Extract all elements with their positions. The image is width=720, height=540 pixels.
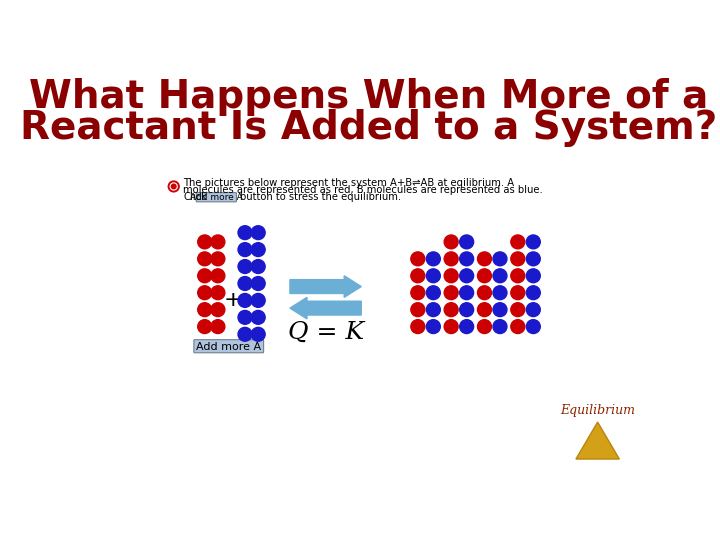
Circle shape (211, 269, 225, 283)
Circle shape (198, 303, 212, 316)
Circle shape (477, 320, 492, 334)
Circle shape (493, 269, 507, 283)
Circle shape (251, 226, 265, 240)
Circle shape (510, 286, 525, 300)
Circle shape (444, 286, 458, 300)
Circle shape (171, 184, 176, 189)
FancyBboxPatch shape (196, 193, 236, 202)
Text: Equilibrium: Equilibrium (560, 404, 635, 417)
Circle shape (426, 320, 441, 334)
Circle shape (459, 235, 474, 249)
Circle shape (510, 235, 525, 249)
Circle shape (493, 286, 507, 300)
Circle shape (444, 252, 458, 266)
Text: Add more A: Add more A (196, 342, 261, 352)
Circle shape (238, 294, 252, 307)
Circle shape (211, 252, 225, 266)
Circle shape (526, 320, 540, 334)
Circle shape (510, 320, 525, 334)
FancyArrow shape (290, 298, 361, 319)
Circle shape (459, 320, 474, 334)
Circle shape (526, 303, 540, 316)
Circle shape (526, 252, 540, 266)
FancyBboxPatch shape (194, 340, 264, 353)
Circle shape (238, 242, 252, 256)
Circle shape (510, 303, 525, 316)
Circle shape (238, 260, 252, 273)
Text: Reactant Is Added to a System?: Reactant Is Added to a System? (20, 109, 718, 147)
Text: The pictures below represent the system A+B⇌AB at eqilibrium. A: The pictures below represent the system … (183, 178, 514, 188)
Circle shape (211, 320, 225, 334)
Circle shape (411, 303, 425, 316)
Circle shape (238, 226, 252, 240)
Circle shape (198, 235, 212, 249)
Circle shape (444, 320, 458, 334)
Text: button to stress the equilibrium.: button to stress the equilibrium. (240, 192, 401, 202)
Circle shape (198, 252, 212, 266)
Circle shape (198, 269, 212, 283)
Circle shape (170, 183, 177, 190)
Circle shape (444, 303, 458, 316)
Circle shape (411, 320, 425, 334)
Circle shape (493, 303, 507, 316)
Text: Click: Click (183, 192, 207, 202)
Circle shape (168, 181, 179, 192)
Circle shape (251, 310, 265, 325)
Circle shape (459, 269, 474, 283)
Circle shape (510, 252, 525, 266)
Circle shape (526, 235, 540, 249)
Circle shape (510, 269, 525, 283)
Circle shape (459, 303, 474, 316)
Circle shape (493, 252, 507, 266)
Circle shape (459, 286, 474, 300)
Circle shape (426, 252, 441, 266)
Text: +: + (223, 289, 242, 309)
Circle shape (211, 303, 225, 316)
Circle shape (251, 242, 265, 256)
Circle shape (526, 286, 540, 300)
Circle shape (426, 286, 441, 300)
Circle shape (238, 276, 252, 291)
Text: molecules are represented as red, B molecules are represented as blue.: molecules are represented as red, B mole… (183, 185, 543, 195)
Circle shape (211, 235, 225, 249)
Circle shape (251, 294, 265, 307)
Circle shape (477, 252, 492, 266)
Circle shape (493, 320, 507, 334)
Circle shape (444, 235, 458, 249)
Circle shape (198, 320, 212, 334)
Circle shape (477, 286, 492, 300)
Circle shape (251, 260, 265, 273)
Circle shape (251, 327, 265, 341)
Circle shape (238, 327, 252, 341)
Circle shape (211, 286, 225, 300)
Circle shape (411, 286, 425, 300)
Circle shape (411, 252, 425, 266)
Text: Q = K: Q = K (287, 321, 364, 345)
Text: Add more A: Add more A (190, 193, 243, 202)
Circle shape (477, 303, 492, 316)
Circle shape (251, 276, 265, 291)
Circle shape (426, 269, 441, 283)
Circle shape (459, 252, 474, 266)
Polygon shape (576, 422, 619, 459)
Circle shape (238, 310, 252, 325)
Circle shape (411, 269, 425, 283)
Circle shape (198, 286, 212, 300)
Circle shape (526, 269, 540, 283)
Text: What Happens When More of a: What Happens When More of a (30, 78, 708, 116)
Circle shape (477, 269, 492, 283)
Circle shape (444, 269, 458, 283)
FancyArrow shape (290, 276, 361, 298)
Circle shape (426, 303, 441, 316)
